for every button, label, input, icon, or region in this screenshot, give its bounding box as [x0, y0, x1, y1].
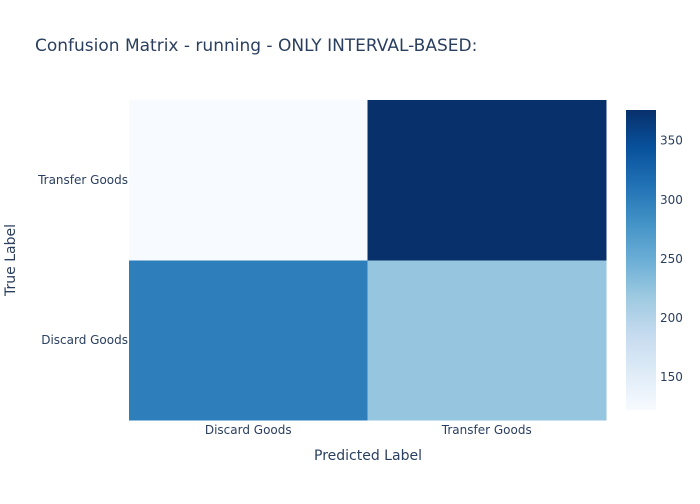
heatmap-cell	[367, 260, 607, 421]
y-axis-label: True Label	[3, 224, 19, 297]
x-tick-label: Discard Goods	[205, 423, 292, 437]
heatmap-cells	[129, 100, 607, 421]
chart-title: Confusion Matrix - running - ONLY INTERV…	[35, 36, 477, 56]
x-axis-label: Predicted Label	[314, 448, 422, 464]
y-tick-label: Transfer Goods	[37, 173, 128, 187]
y-tick-label: Discard Goods	[41, 333, 128, 347]
x-tick-label: Transfer Goods	[441, 423, 532, 437]
colorbar-tick-label: 350	[660, 134, 683, 148]
heatmap-cell	[129, 260, 368, 421]
heatmap-cell	[129, 100, 368, 261]
x-axis-tick-labels: Discard Goods Transfer Goods	[205, 423, 532, 437]
colorbar-tick-labels: 150 200 250 300 350	[660, 134, 683, 384]
colorbar-tick-label: 200	[660, 311, 683, 325]
colorbar-tick-label: 150	[660, 370, 683, 384]
colorbar-tick-label: 300	[660, 193, 683, 207]
colorbar-tick-label: 250	[660, 252, 683, 266]
colorbar	[626, 110, 656, 410]
y-axis-tick-labels: Discard Goods Transfer Goods	[37, 173, 128, 347]
heatmap-cell	[367, 100, 607, 261]
